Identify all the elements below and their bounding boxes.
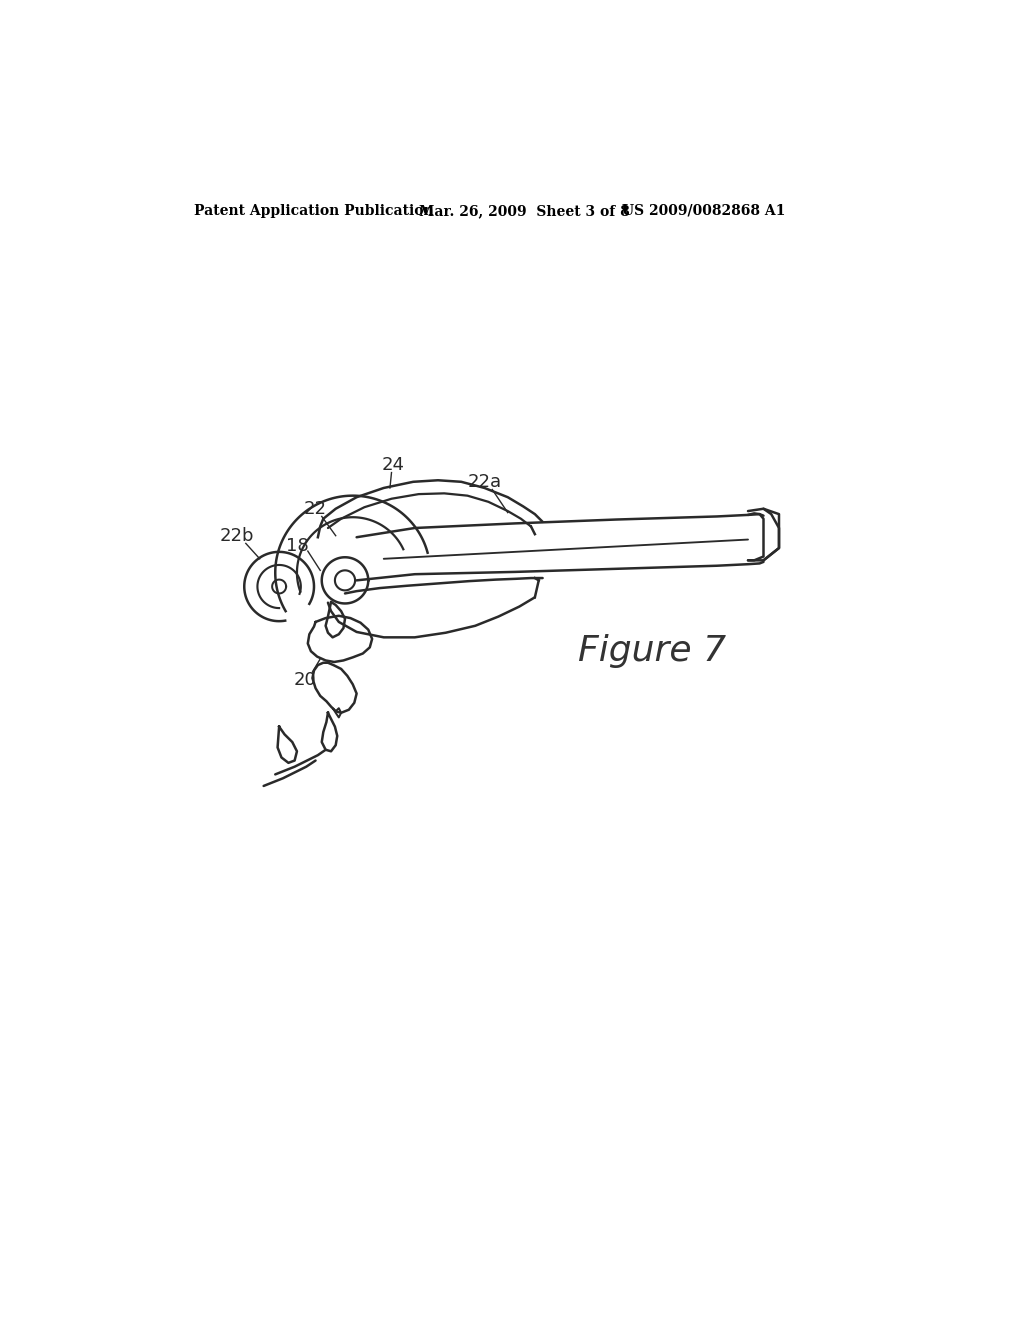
Text: 24: 24 bbox=[382, 455, 404, 474]
Text: 18: 18 bbox=[286, 537, 308, 554]
Text: 22b: 22b bbox=[219, 527, 254, 545]
Text: Figure 7: Figure 7 bbox=[578, 634, 726, 668]
Text: 20: 20 bbox=[293, 671, 316, 689]
Text: 22a: 22a bbox=[467, 473, 502, 491]
Text: Mar. 26, 2009  Sheet 3 of 8: Mar. 26, 2009 Sheet 3 of 8 bbox=[419, 203, 630, 218]
Text: Patent Application Publication: Patent Application Publication bbox=[194, 203, 433, 218]
Text: US 2009/0082868 A1: US 2009/0082868 A1 bbox=[623, 203, 785, 218]
Text: 22: 22 bbox=[304, 500, 327, 517]
